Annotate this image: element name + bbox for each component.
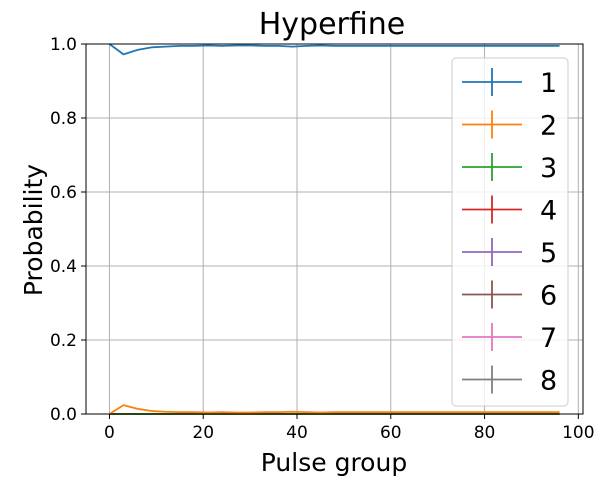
x-tick-label: 80 [474,423,496,443]
x-tick-label: 100 [562,423,594,443]
series-line-1 [108,43,560,56]
legend-label-2: 2 [540,111,557,142]
plot-frame [85,43,584,415]
legend-label-3: 3 [540,153,557,184]
x-tick-label: 20 [192,423,214,443]
legend-label-1: 1 [540,68,557,99]
y-tick-label: 0.4 [50,257,77,277]
y-axis-label: Probability [19,164,48,296]
y-tick-label: 0.6 [50,183,77,203]
y-tick-label: 0.8 [50,109,77,129]
legend-label-5: 5 [540,238,557,269]
x-tick-label: 60 [380,423,402,443]
legend-label-4: 4 [540,196,557,227]
y-tick-label: 0.2 [50,331,77,351]
legend-label-7: 7 [540,323,557,354]
x-axis-label: Pulse group [261,448,407,477]
series-line-2 [108,404,560,415]
legend: 1 2 3 4 5 6 7 8 [451,57,569,407]
x-tick-label: 0 [104,423,115,443]
chart-title: Hyperfine [259,7,406,42]
legend-label-6: 6 [540,281,557,312]
y-tick-label: 1.0 [50,35,77,55]
legend-box [451,57,569,407]
y-axis-ticks: 0.0 0.2 0.4 0.6 0.8 1.0 [50,35,86,425]
legend-label-8: 8 [540,366,557,397]
x-tick-label: 40 [286,423,308,443]
x-axis-ticks: 0 20 40 60 80 100 [104,414,595,443]
y-tick-label: 0.0 [50,405,77,425]
